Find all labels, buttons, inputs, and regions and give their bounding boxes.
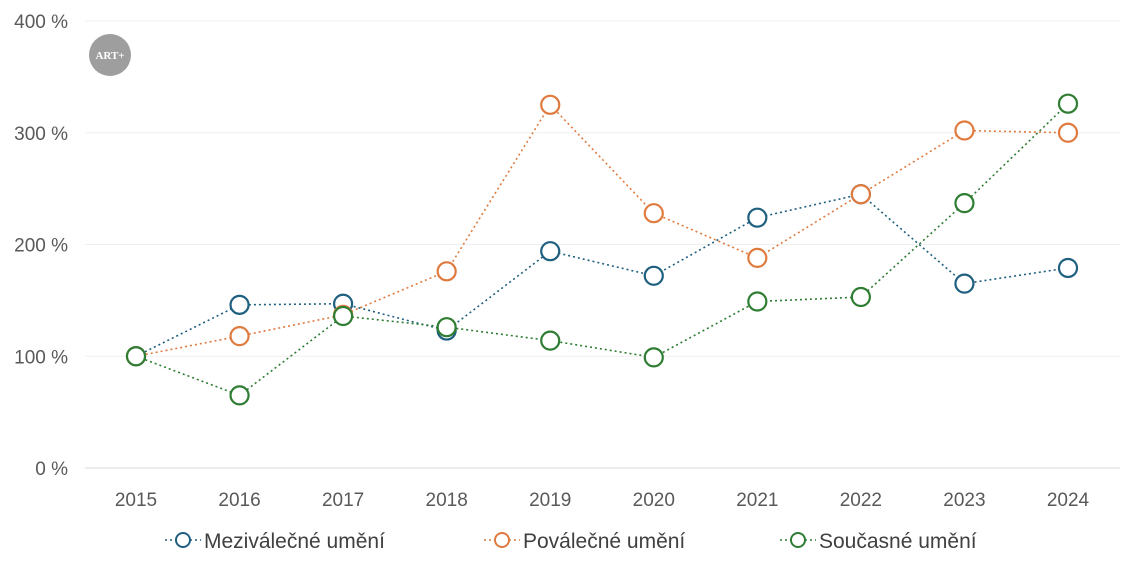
y-tick-label: 300 %: [14, 124, 68, 145]
x-tick-label: 2017: [322, 490, 364, 511]
series-line-1: [135, 193, 1069, 357]
y-axis-ticks: 0 % 100 % 200 % 300 % 400 %: [14, 12, 68, 480]
x-tick-label: 2021: [736, 490, 778, 511]
series-2-point: [540, 94, 561, 115]
series-group: [125, 93, 1079, 406]
y-tick-label: 0 %: [35, 459, 68, 480]
series-2-point: [436, 261, 457, 282]
series-3-point: [333, 305, 354, 327]
logo-badge: [89, 34, 131, 76]
legend: Meziválečné umění Poválečné umění Současné…: [165, 530, 977, 553]
series-2-point: [954, 120, 975, 141]
series-3-point: [747, 291, 768, 312]
logo-text: ART+: [95, 50, 124, 62]
legend-swatch-marker: [790, 532, 806, 548]
x-tick-label: 2018: [426, 490, 468, 511]
series-3-point: [436, 317, 457, 338]
series-2-point: [747, 247, 768, 269]
legend-swatch-marker: [175, 532, 191, 548]
series-1-point: [747, 207, 768, 228]
art-plus-logo: ART+: [89, 34, 131, 76]
series-3-point: [125, 346, 147, 367]
y-tick-label: 400 %: [14, 12, 68, 33]
y-tick-label: 100 %: [14, 347, 68, 368]
gridlines: [85, 20, 1120, 469]
series-line-2: [135, 103, 1069, 358]
series-1-point: [1057, 257, 1079, 279]
x-axis-ticks: 2015 2016 2017 2018 2019 2020 2021 2022 2023 2024: [115, 490, 1090, 511]
series-1-point: [229, 294, 250, 315]
x-tick-label: 2022: [840, 490, 882, 511]
x-tick-label: 2016: [218, 490, 260, 511]
x-tick-label: 2023: [943, 490, 985, 511]
legend-swatch-marker: [494, 532, 510, 548]
series-2-point: [1057, 122, 1079, 143]
legend-label: Poválečné umění: [523, 530, 685, 553]
series-3-point: [954, 193, 975, 214]
legend-label: Současné umění: [819, 530, 977, 553]
series-3-point: [229, 385, 250, 406]
series-2-point: [229, 326, 250, 347]
x-tick-label: 2015: [115, 490, 157, 511]
series-3-point: [643, 347, 664, 368]
x-tick-label: 2024: [1047, 490, 1090, 511]
x-tick-label: 2020: [633, 490, 675, 511]
series-3-point: [850, 286, 871, 308]
series-1-point: [643, 265, 664, 286]
series-2-point: [643, 203, 664, 224]
x-tick-label: 2019: [529, 490, 571, 511]
series-2-point: [850, 184, 871, 205]
legend-label: Meziválečné umění: [204, 530, 385, 553]
series-3-point: [540, 330, 561, 351]
series-1-point: [954, 273, 975, 294]
series-1-point: [540, 241, 561, 262]
series-3-point: [1057, 93, 1079, 114]
y-tick-label: 200 %: [14, 236, 68, 257]
series-line-3: [135, 103, 1069, 397]
